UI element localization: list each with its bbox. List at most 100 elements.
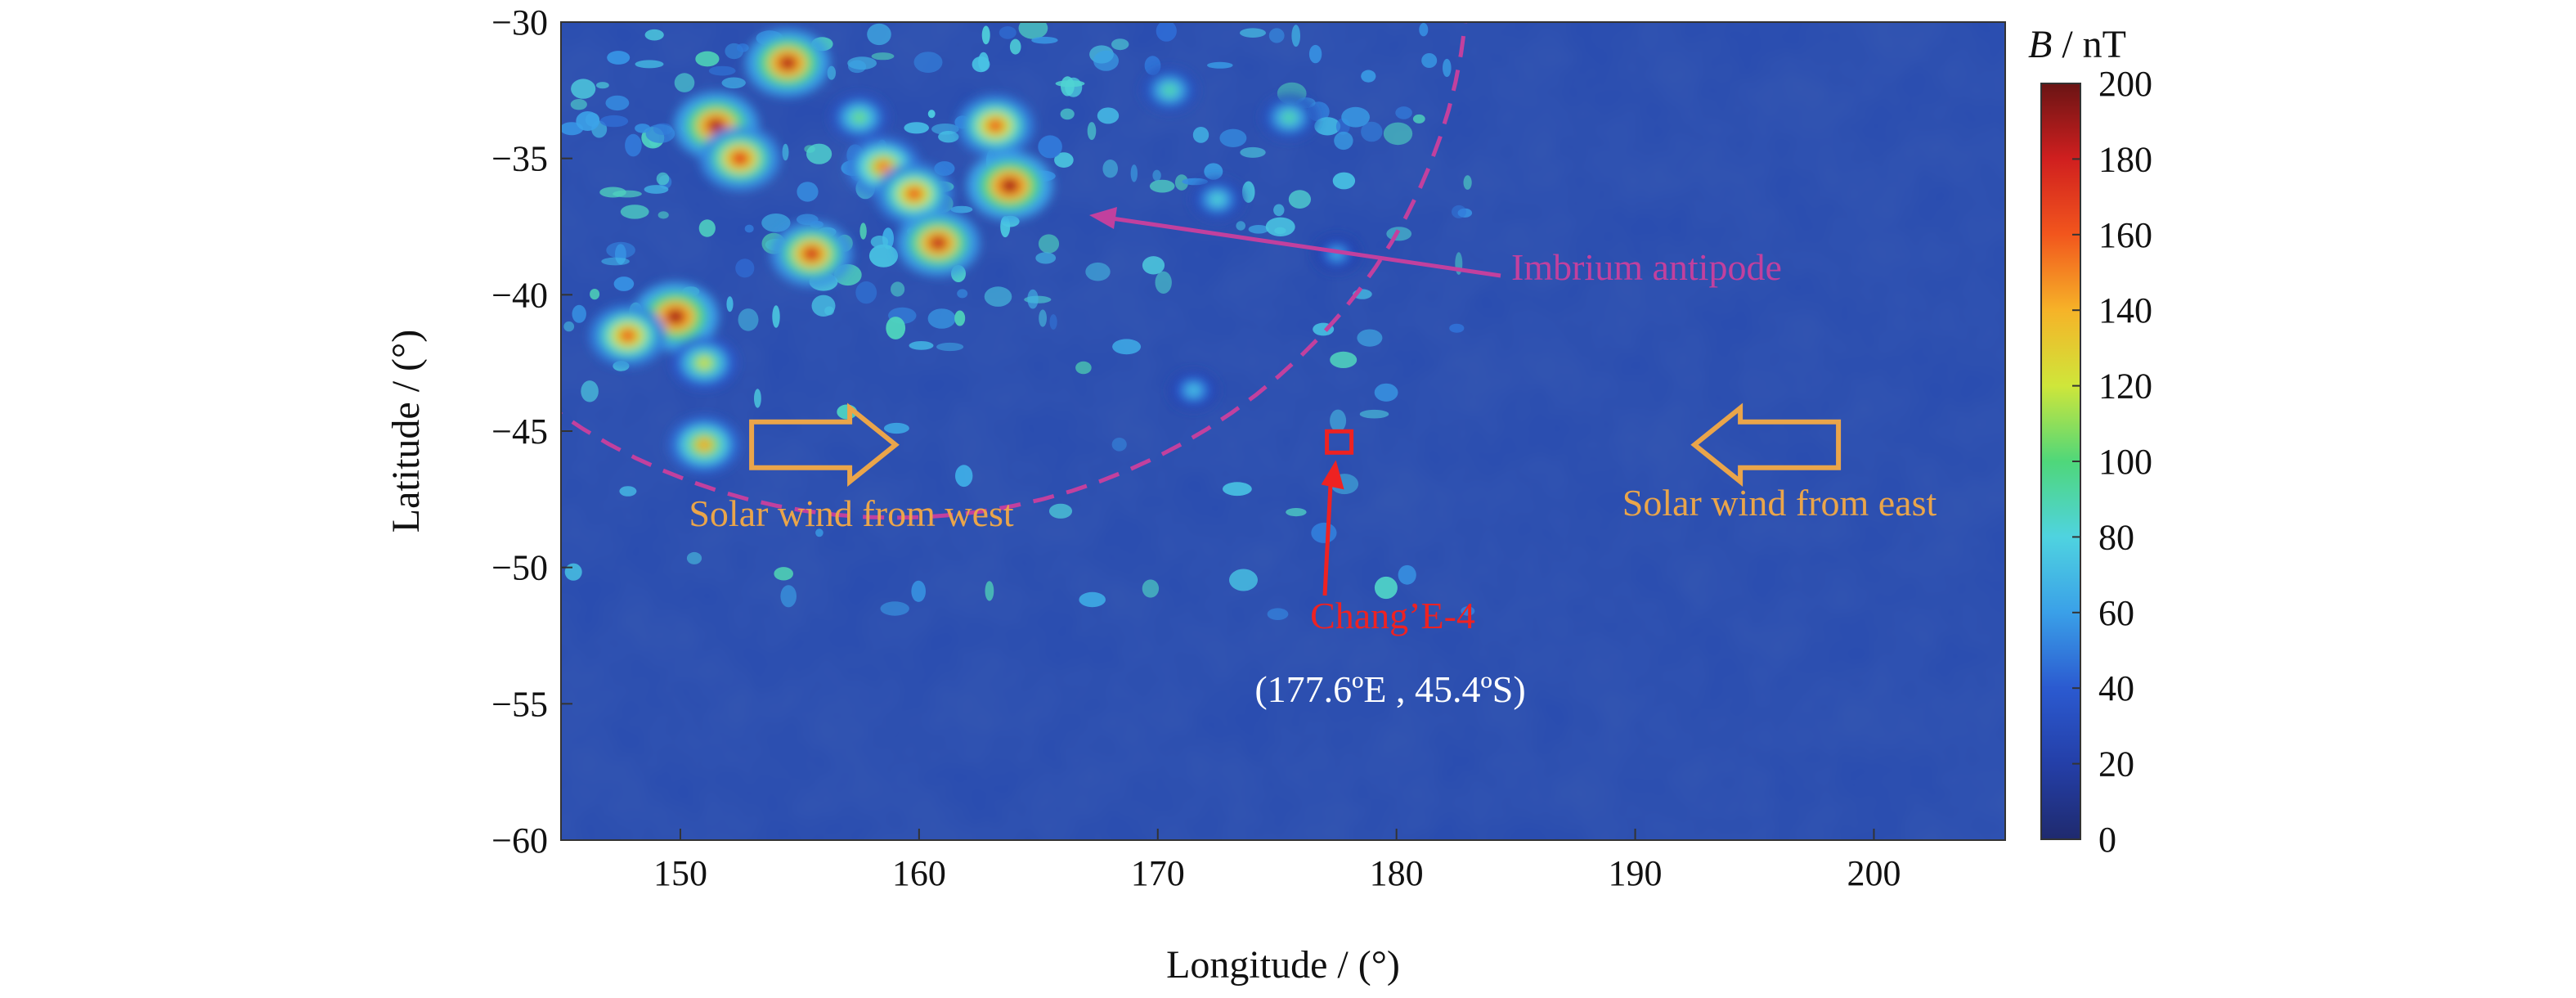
field-speckle xyxy=(1341,106,1370,128)
field-speckle xyxy=(644,29,664,41)
colorbar: 0 20 40 60 80 100 120 140 160 180 200 B / nT xyxy=(2028,23,2152,860)
field-speckle xyxy=(886,317,906,339)
chang-e-4-arrow xyxy=(1322,474,1334,596)
field-speckle xyxy=(686,551,702,564)
field-speckle xyxy=(1149,179,1175,193)
y-axis: −30 −35 −40 −45 −50 −55 −60 xyxy=(491,2,572,861)
field-speckle xyxy=(859,223,867,240)
hotspot xyxy=(1191,178,1244,221)
hotspot xyxy=(745,29,830,97)
field-speckle xyxy=(1142,579,1160,598)
field-speckle xyxy=(1223,482,1252,497)
colorbar-tick-label: 40 xyxy=(2098,668,2134,708)
field-speckle xyxy=(625,133,642,157)
field-speckle xyxy=(950,205,973,214)
field-speckle xyxy=(774,567,793,581)
colorbar-tick-label: 120 xyxy=(2098,366,2152,407)
field-speckle xyxy=(1102,160,1118,178)
field-speckle xyxy=(1144,56,1161,75)
field-speckle xyxy=(1085,262,1111,281)
field-speckle xyxy=(985,581,994,601)
colorbar-tick-label: 200 xyxy=(2098,64,2152,104)
field-speckle xyxy=(1265,217,1295,236)
field-speckle xyxy=(1075,361,1092,375)
field-speckle xyxy=(1395,106,1412,119)
y-tick-label: −30 xyxy=(491,2,548,43)
field-speckle xyxy=(1449,323,1465,333)
field-speckle xyxy=(645,124,675,143)
field-speckle xyxy=(1156,22,1177,42)
colorbar-tick-label: 0 xyxy=(2098,820,2116,860)
field-speckle xyxy=(1288,190,1311,209)
solar-wind-west-label: Solar wind from west xyxy=(689,492,1014,534)
field-speckle xyxy=(1357,329,1383,347)
field-speckle xyxy=(870,236,889,249)
field-speckle xyxy=(815,528,824,537)
field-speckle xyxy=(1031,36,1058,44)
field-speckle xyxy=(1038,234,1060,254)
high-field-hotspots xyxy=(589,29,1360,474)
solar-wind-east-label: Solar wind from east xyxy=(1622,482,1937,524)
field-speckle xyxy=(780,585,797,608)
annotations: Imbrium antipode Solar wind from west So… xyxy=(689,207,1936,710)
field-speckle xyxy=(1130,164,1138,182)
field-speckle xyxy=(1093,50,1119,71)
field-speckle xyxy=(1236,221,1245,231)
field-speckle xyxy=(635,124,651,133)
field-speckle xyxy=(782,143,789,161)
field-speckle xyxy=(1174,174,1189,191)
field-speckle xyxy=(1383,122,1413,146)
colorbar-tick-label: 20 xyxy=(2098,744,2134,784)
field-speckle xyxy=(1268,28,1285,43)
field-speckle xyxy=(571,79,596,99)
field-speckle xyxy=(880,601,909,616)
field-speckle xyxy=(1240,28,1266,38)
field-speckle xyxy=(1000,216,1011,238)
solar-wind-west-arrow xyxy=(749,402,900,487)
hotspot xyxy=(957,95,1034,157)
field-speckle xyxy=(936,342,964,352)
field-speckle xyxy=(564,563,582,581)
hotspot xyxy=(632,282,719,351)
field-speckle xyxy=(726,296,734,312)
field-speckle xyxy=(1018,22,1048,39)
field-speckle xyxy=(1055,80,1085,88)
field-speckle xyxy=(1421,53,1438,68)
field-speckle xyxy=(1461,606,1475,616)
hotspot xyxy=(1142,68,1198,113)
field-speckle xyxy=(1241,181,1255,203)
colorbar-tick-label: 80 xyxy=(2098,517,2134,557)
field-speckle xyxy=(695,51,720,67)
chang-e-4-coordinates: (177.6ºE , 45.4ºS) xyxy=(1254,668,1525,710)
field-speckle xyxy=(708,65,736,76)
field-speckle xyxy=(927,308,956,329)
field-speckle xyxy=(904,122,929,134)
field-speckle xyxy=(848,60,867,74)
field-speckle xyxy=(581,380,599,402)
field-speckle xyxy=(855,281,877,304)
field-speckle xyxy=(1452,205,1466,218)
colorbar-tick-label: 60 xyxy=(2098,593,2134,633)
x-tick-label: 200 xyxy=(1847,853,1901,893)
field-speckle xyxy=(656,172,670,186)
x-tick-label: 160 xyxy=(892,853,946,893)
field-speckle xyxy=(1009,38,1021,55)
field-speckle xyxy=(1229,569,1258,591)
field-speckle xyxy=(1386,227,1412,241)
imbrium-arrow xyxy=(1111,216,1501,278)
colorbar-tick-label: 100 xyxy=(2098,442,2152,482)
field-speckle xyxy=(1286,508,1307,517)
hotspot xyxy=(876,163,953,225)
field-speckle xyxy=(605,95,630,111)
colorbar-tick-label: 180 xyxy=(2098,139,2152,179)
hotspot xyxy=(700,126,780,191)
field-speckle xyxy=(957,289,968,299)
x-tick-label: 150 xyxy=(653,853,707,893)
field-speckle xyxy=(1207,61,1233,69)
heatmap-plot-area xyxy=(561,22,2005,840)
field-speckle xyxy=(938,131,959,143)
colorbar-tick-label: 160 xyxy=(2098,215,2152,255)
field-speckle xyxy=(1240,146,1266,158)
field-speckle xyxy=(1412,114,1425,124)
